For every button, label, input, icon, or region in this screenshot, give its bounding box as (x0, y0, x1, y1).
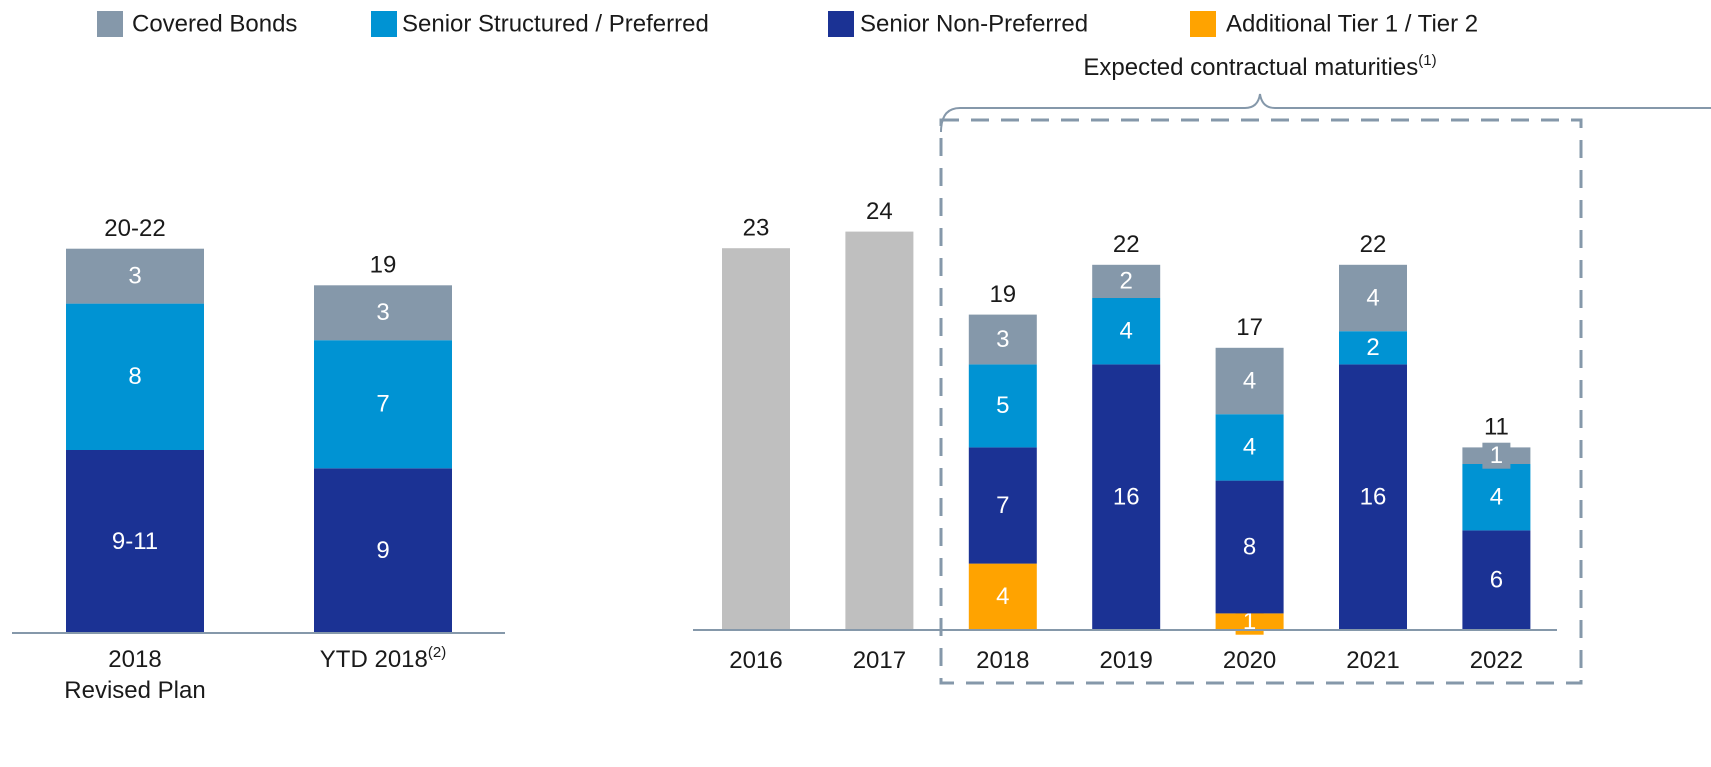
category: 2016 (729, 647, 782, 674)
annotation-text: Expected contractual maturities (1083, 54, 1418, 81)
segment-label: 16 (1113, 484, 1140, 511)
x-tick-label: 2018 (976, 647, 1029, 674)
category: 2020 (1223, 647, 1276, 674)
segment-label: 2 (1366, 334, 1379, 361)
total-label: 22 (1113, 231, 1140, 258)
x-tick-line: 2018 (108, 646, 161, 673)
x-tick-label: 2020 (1223, 647, 1276, 674)
bar-segment (968, 447, 1037, 564)
x-tick-label: 2018 Revised Plan (64, 646, 205, 704)
bar-segment (314, 340, 452, 469)
bar-segment (1092, 264, 1161, 298)
legend-swatch (97, 11, 123, 37)
segment-label: 3 (376, 299, 389, 326)
legend-label: Covered Bonds (132, 10, 297, 37)
legend-label: Senior Non-Preferred (860, 10, 1088, 37)
segment-label: 1 (1243, 608, 1256, 635)
total-label: 22 (1360, 231, 1387, 258)
total-label: 17 (1236, 314, 1263, 341)
x-tick-label: 2021 (1346, 647, 1399, 674)
bar-segment (968, 314, 1037, 365)
segment-label: 16 (1360, 484, 1387, 511)
category: 2017 (853, 647, 906, 674)
bar-segment (314, 468, 452, 633)
label-bg (1482, 442, 1511, 469)
bar-segment (1092, 364, 1161, 630)
category-note: (2) (428, 644, 446, 661)
annotation-note: (1) (1418, 52, 1436, 69)
bar-segment (1339, 364, 1407, 630)
category: YTD 2018 (320, 646, 428, 673)
bar-segment (1215, 347, 1284, 415)
segment-label: 2 (1120, 268, 1133, 295)
total-label: 24 (866, 198, 893, 225)
x-tick-label: 2019 (1100, 647, 1153, 674)
category: 2018 (976, 647, 1029, 674)
bar-segment (1462, 530, 1531, 630)
x-tick-line: Revised Plan (64, 677, 205, 704)
bar-segment (968, 563, 1037, 630)
maturity-frame (939, 93, 1711, 685)
legend-swatch (1190, 11, 1216, 37)
brace (940, 93, 1711, 133)
total-label: 23 (743, 215, 770, 242)
legend-swatch (371, 11, 397, 37)
x-tick-label: 2017 (853, 647, 906, 674)
x-tick-label: 2022 (1470, 647, 1523, 674)
segment-label: 4 (1490, 484, 1503, 511)
bar-segment (66, 450, 204, 633)
legend-label: Additional Tier 1 / Tier 2 (1226, 10, 1478, 37)
segment-label: 7 (996, 492, 1009, 519)
annotation: Expected contractual maturities(1) (1083, 52, 1436, 81)
bar-segment (1215, 414, 1284, 481)
bar-segment (1092, 298, 1161, 365)
bar-segment (314, 285, 452, 341)
segment-label: 5 (996, 392, 1009, 419)
segment-label: 4 (1243, 367, 1256, 394)
category: 2021 (1346, 647, 1399, 674)
bar-segment (1462, 464, 1531, 531)
category: 2019 (1100, 647, 1153, 674)
segment-label: 4 (996, 583, 1009, 610)
total-label: 20-22 (104, 215, 165, 242)
bar-segment (1215, 480, 1284, 614)
bar-segment (1339, 264, 1407, 332)
legend-swatch (828, 11, 854, 37)
bar-segment (66, 303, 204, 450)
segment-label: 8 (1243, 533, 1256, 560)
segment-label: 7 (376, 391, 389, 418)
segment-label: 4 (1243, 434, 1256, 461)
x-tick-label: YTD 2018(2) (320, 644, 446, 673)
legend-label: Senior Structured / Preferred (402, 10, 709, 37)
total-label: 11 (1484, 414, 1509, 441)
bar-segment (66, 248, 204, 304)
category: 2022 (1470, 647, 1523, 674)
total-bar (845, 231, 914, 630)
x-tick-label: 2016 (729, 647, 782, 674)
segment-label: 1 (1490, 442, 1503, 469)
total-bar (722, 248, 790, 630)
segment-label: 3 (128, 262, 141, 289)
segment-label: 4 (1366, 284, 1379, 311)
segment-label: 9-11 (112, 528, 158, 555)
bar-segment (1339, 331, 1407, 365)
segment-label: 9 (376, 537, 389, 564)
segment-label: 3 (996, 326, 1009, 353)
bar-segment (968, 364, 1037, 448)
segment-label: 8 (128, 363, 141, 390)
segment-label: 4 (1120, 318, 1133, 345)
segment-label: 6 (1490, 567, 1503, 594)
total-label: 19 (989, 281, 1016, 308)
total-label: 19 (370, 252, 397, 279)
